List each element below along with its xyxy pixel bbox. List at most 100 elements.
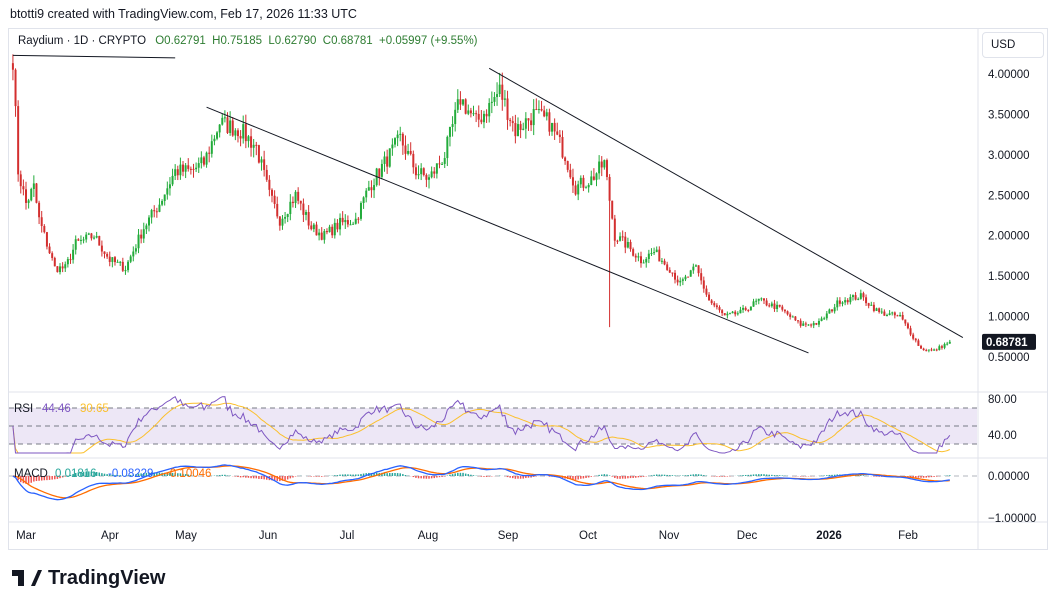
candle-body [587,184,590,188]
candle-body [459,99,462,105]
candle-body [485,113,488,117]
candle-body [514,123,517,137]
rsi-label: RSI [14,403,34,415]
candle-body [357,218,360,220]
candle-body [25,189,27,203]
candle-body [127,261,130,271]
candle-body [396,134,399,139]
candle-body [276,203,279,217]
candle-body [150,210,153,218]
candle-body [530,120,533,126]
candle-body [718,307,721,311]
candle-body [226,117,229,133]
symbol-name[interactable]: Raydium · 1D · CRYPTO [18,35,147,47]
candle-body [723,313,726,316]
candle-body [603,160,606,168]
time-tick: Dec [737,530,758,542]
candle-body [925,350,928,352]
candle-body [493,96,496,102]
candle-body [574,185,577,195]
candle-body [265,169,268,180]
macd-tick: −1.00000 [988,513,1036,525]
candle-body [823,318,826,320]
candle-body [783,309,786,312]
candle-body [804,323,807,325]
candle-body [846,300,849,303]
time-tick: Mar [16,530,36,542]
candle-body [383,156,386,164]
candle-body [435,163,438,174]
macd-tick: 0.00000 [988,471,1030,483]
candle-body [318,232,321,236]
candle-body [579,177,582,185]
candle-body [336,222,339,230]
candle-body [119,261,122,263]
last-price-label: 0.68781 [986,337,1028,349]
candle-body [22,186,25,190]
candle-body [548,112,551,132]
candle-body [742,307,745,310]
candle-body [137,234,140,249]
candle-body [551,122,554,132]
candle-body [561,137,564,158]
candle-body [90,233,93,239]
candle-body [393,138,396,145]
candle-body [200,157,203,164]
candle-body [927,349,930,351]
candle-body [535,109,538,111]
candle-body [380,163,383,177]
candle-body [749,306,752,310]
candle-body [451,124,454,127]
candle-body [315,224,318,236]
candle-body [223,117,226,119]
candle-body [428,177,431,180]
candle-body [875,308,878,311]
candle-body [734,311,737,315]
candle-body [700,273,703,281]
candle-body [462,99,465,105]
candle-body [302,203,305,215]
candle-body [849,297,852,303]
candle-body [498,84,501,95]
time-tick: May [175,530,197,542]
price-tick: 0.50000 [988,352,1030,364]
candle-body [113,257,116,263]
candle-body [694,265,697,267]
candle-body [566,161,569,170]
candle-body [679,280,682,283]
candle-body [891,312,894,314]
candle-body [441,163,444,165]
candle-body [637,256,640,258]
time-tick: Jul [340,530,355,542]
trendline [12,54,176,59]
candle-body [920,345,923,349]
candle-body [66,259,69,265]
candle-body [158,204,161,212]
rsi-tick: 80.00 [988,394,1017,406]
candle-body [132,251,135,257]
candle-body [189,168,192,170]
low-value: L0.62790 [268,35,317,47]
price-tick: 4.00000 [988,69,1030,81]
candle-body [736,313,739,315]
candle-body [503,98,506,100]
candle-body [705,288,708,295]
candle-body [87,233,90,235]
candle-body [896,315,899,317]
candle-body [174,169,177,176]
currency-button[interactable]: USD [982,32,1044,58]
candle-body [260,159,263,163]
candle-body [901,315,904,320]
candle-body [284,216,287,219]
candle-body [414,167,417,176]
candle-body [239,136,242,139]
candle-body [469,110,472,114]
candle-body [692,266,695,271]
macd-signal-value: -0.10046 [166,468,212,480]
candle-body [106,253,109,257]
candle-body [213,138,216,142]
candle-body [885,315,888,317]
candle-body [43,226,46,233]
candle-body [388,148,391,167]
